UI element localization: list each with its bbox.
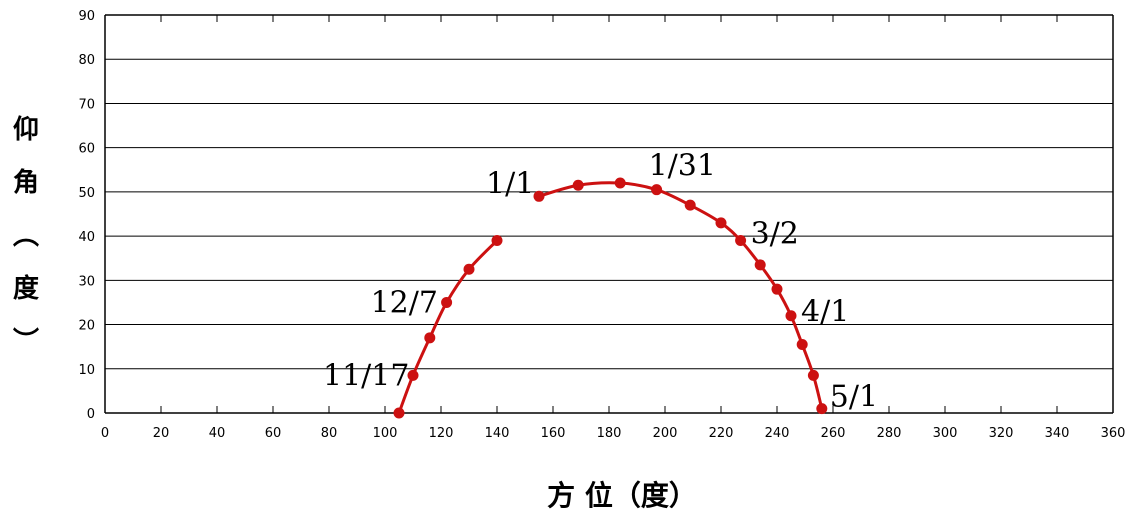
data-point xyxy=(407,369,419,381)
grid-lines xyxy=(105,14,1113,414)
data-point xyxy=(816,403,828,415)
data-point xyxy=(463,263,475,275)
data-point xyxy=(533,190,545,202)
annotation-layer: 1/1 1/31 3/2 4/1 5/1 12/7 11/17 xyxy=(323,149,878,415)
date-annotation: 11/17 xyxy=(323,358,409,393)
date-annotation: 1/1 xyxy=(486,166,534,201)
y-axis-label: 仰角 ︵ 度 ︶ xyxy=(13,114,39,357)
data-point xyxy=(735,235,747,247)
y-tick-label: 0 xyxy=(87,407,95,422)
x-tick-label: 220 xyxy=(709,426,734,441)
x-tick-label: 360 xyxy=(1101,426,1126,441)
data-point xyxy=(754,259,766,271)
y-label-char: 仰 xyxy=(13,114,39,145)
x-tick-label: 40 xyxy=(209,426,226,441)
date-annotation: 5/1 xyxy=(830,380,878,415)
date-annotation: 12/7 xyxy=(371,285,438,320)
series-layer xyxy=(393,177,828,419)
x-tick-label: 260 xyxy=(821,426,846,441)
data-point xyxy=(771,283,783,295)
y-label-char: 角 xyxy=(13,167,39,198)
y-tick-label: 80 xyxy=(78,53,95,68)
y-label-char: 度 xyxy=(13,273,39,304)
y-label-char: ︶ xyxy=(13,327,39,357)
x-tick-label: 120 xyxy=(429,426,454,441)
x-axis: 0 20 40 60 80 100 120 140 160 180 200 220 240 260 280 3… xyxy=(101,14,1126,441)
y-tick-label: 50 xyxy=(78,186,95,201)
series-line xyxy=(397,239,499,414)
data-point xyxy=(441,296,453,308)
x-tick-label: 340 xyxy=(1045,426,1070,441)
data-point xyxy=(807,369,819,381)
y-tick-label: 70 xyxy=(78,97,95,112)
y-tick-label: 20 xyxy=(78,319,95,334)
x-tick-label: 200 xyxy=(653,426,678,441)
x-tick-label: 140 xyxy=(485,426,510,441)
y-tick-label: 90 xyxy=(78,9,95,24)
x-tick-label: 20 xyxy=(153,426,170,441)
x-tick-label: 240 xyxy=(765,426,790,441)
date-annotation: 4/1 xyxy=(801,295,849,330)
x-tick-label: 300 xyxy=(933,426,958,441)
date-annotation: 1/31 xyxy=(649,149,716,184)
x-axis-label: 方 位（度） xyxy=(547,479,697,512)
x-tick-label: 80 xyxy=(321,426,338,441)
x-tick-label: 180 xyxy=(597,426,622,441)
x-tick-label: 320 xyxy=(989,426,1014,441)
date-annotation: 3/2 xyxy=(751,217,799,252)
y-label-char: ︵ xyxy=(13,221,39,251)
data-point xyxy=(491,235,503,247)
data-point xyxy=(651,184,663,196)
y-tick-label: 40 xyxy=(78,230,95,245)
x-tick-label: 100 xyxy=(373,426,398,441)
x-tick-label: 280 xyxy=(877,426,902,441)
x-tick-label: 0 xyxy=(101,426,109,441)
data-point xyxy=(393,407,405,419)
data-point xyxy=(796,338,808,350)
data-point xyxy=(785,310,797,322)
data-point xyxy=(715,217,727,229)
y-tick-label: 60 xyxy=(78,142,95,157)
data-point xyxy=(572,179,584,191)
data-point xyxy=(424,332,436,344)
y-axis: 0 10 20 30 40 50 60 70 80 90 xyxy=(78,9,1114,422)
data-point xyxy=(684,199,696,211)
y-tick-label: 10 xyxy=(78,363,95,378)
y-tick-label: 30 xyxy=(78,274,95,289)
data-point xyxy=(614,177,626,189)
x-tick-label: 160 xyxy=(541,426,566,441)
x-tick-label: 60 xyxy=(265,426,282,441)
